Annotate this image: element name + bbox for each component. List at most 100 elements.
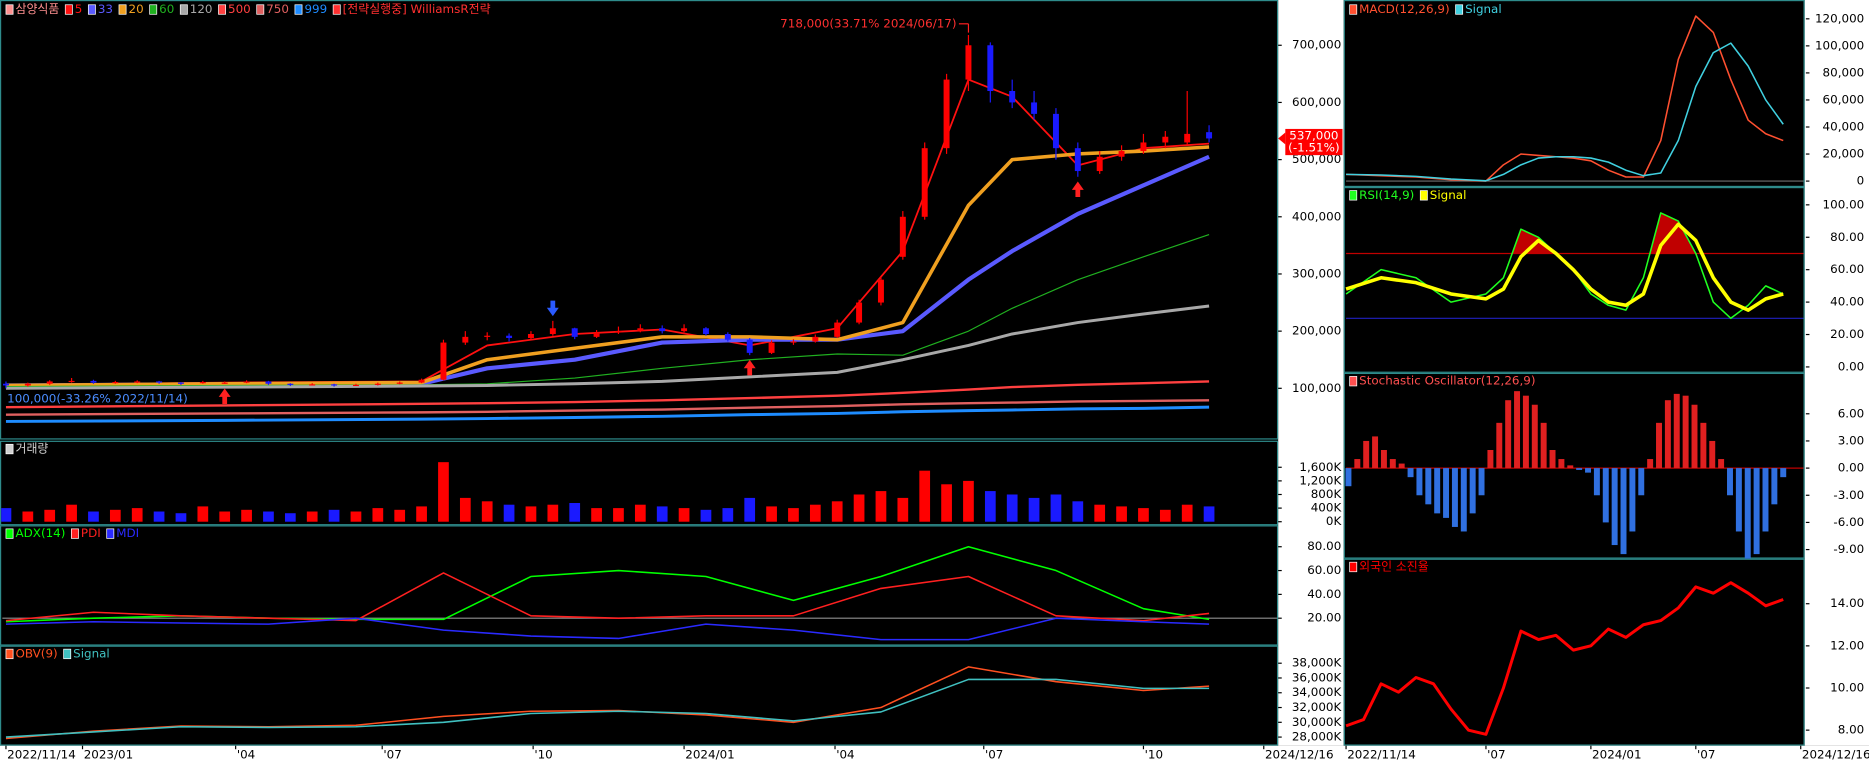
legend-label: ADX(14) [15,526,65,540]
series-line [5,405,1210,423]
bar [1638,468,1645,496]
bar [1407,468,1414,478]
y-tick-label: 14.00 [1830,596,1864,610]
bar [1159,509,1171,522]
bar [1380,450,1387,469]
candle-body [1162,136,1169,143]
candle-body [856,302,863,323]
bar [1094,504,1106,522]
legend-swatch [179,4,188,15]
bar [1558,459,1565,469]
legend-label: 500 [228,2,251,16]
legend-label: PDI [81,526,101,540]
candle-body [768,342,775,353]
buy-signal [743,359,756,376]
legend-swatch [5,4,14,15]
bar [1425,468,1432,505]
y-tick-label: 40.00 [1830,295,1864,309]
bar [241,509,252,522]
bar [1585,468,1591,473]
legend-label: 20 [129,2,144,16]
bar [438,462,449,522]
bar [1735,468,1742,532]
y-tick-label: 40.00 [1307,587,1341,601]
bar [109,509,121,522]
legend-swatch [1349,376,1358,387]
legend-label: Stochastic Oscillator(12,26,9) [1359,374,1535,388]
legend-swatch [1349,4,1358,15]
y-tick-label: 1,200K [1299,473,1342,487]
candle-body [265,381,272,384]
bar [1354,459,1361,469]
y-tick-label: 0.00 [1838,461,1865,475]
axis-area [1278,0,1344,746]
panel [2,545,1277,641]
candle-body [746,339,753,353]
candle-body [1118,151,1125,157]
legend-swatch [1349,190,1358,201]
bar [328,509,340,522]
bar [1673,393,1680,469]
legend-label: 5 [75,2,83,16]
last-price-pointer [1278,132,1286,145]
bar [481,501,493,522]
bar [1771,468,1778,505]
bar [547,504,559,522]
panel [1346,15,1804,182]
bar [1611,468,1618,546]
bar [1203,506,1215,522]
bar [88,511,99,522]
candle-body [1206,132,1213,139]
bar [1398,463,1405,469]
candle-body [156,381,163,383]
legend-swatch [218,4,226,15]
candle-body [834,322,841,337]
bar [503,504,515,522]
y-tick-label: 60,000 [1823,92,1865,106]
panel [2,34,1213,423]
sell-signal [546,300,559,317]
bar [1389,459,1396,469]
legend-swatch [5,648,14,660]
peak-label: 718,000(33.71% 2024/06/17) [780,16,956,30]
bar [416,506,427,522]
bar [831,501,843,522]
y-tick-label: 36,000K [1292,670,1343,684]
bar [1050,494,1062,522]
legend-swatch [63,648,72,660]
legend-label: Signal [1465,2,1502,16]
x-tick-label: '04 [836,748,854,762]
bar [284,513,296,522]
legend-swatch [256,4,265,15]
bar [131,508,143,522]
panel [1345,391,1804,559]
bar [656,506,668,522]
y-tick-label: 80.00 [1830,230,1864,244]
bar [700,509,712,522]
bar [1496,422,1503,469]
legend-swatch [1455,4,1464,15]
bar [1505,400,1512,469]
bar [1700,422,1707,469]
bar [963,480,974,522]
bar [1006,494,1018,522]
y-tick-label: 120,000 [1815,11,1864,25]
bar [1469,468,1476,514]
bar [613,508,624,522]
bar [1416,468,1423,496]
y-tick-label: 700,000 [1292,38,1341,52]
date-axis-area [0,745,1869,764]
bar [1718,459,1725,469]
bar [1780,468,1787,478]
panel-frame [1343,558,1805,746]
bar [1629,468,1636,532]
bar [984,491,996,522]
candle-body [549,328,556,334]
bar [897,497,909,522]
bar [1345,468,1352,487]
bar [678,508,690,522]
legend-label: [전략실행중] WilliamsR전략 [343,2,491,16]
y-tick-label: 20.00 [1830,327,1864,341]
y-tick-label: 12.00 [1830,638,1864,652]
panel-frame [0,440,1279,526]
